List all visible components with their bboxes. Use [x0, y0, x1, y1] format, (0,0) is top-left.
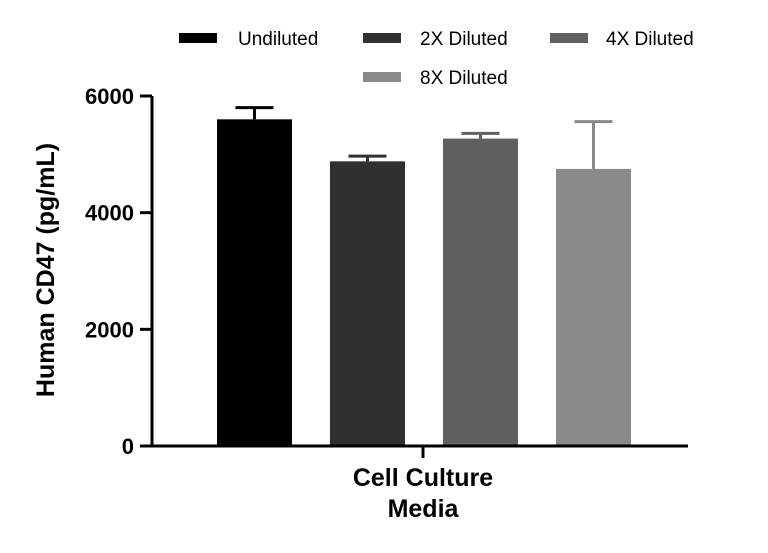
legend-label: 4X Diluted [606, 29, 694, 50]
x-axis-title-line-2: Media [388, 495, 460, 523]
bar [330, 161, 405, 447]
y-ticks: 0 2000 4000 6000 [85, 84, 152, 459]
bar [217, 119, 292, 446]
y-tick-label: 0 [122, 434, 134, 459]
bars [217, 106, 631, 447]
legend-swatch [363, 72, 401, 82]
legend-label: Undiluted [238, 29, 318, 50]
y-tick-label: 6000 [85, 84, 134, 109]
bar [556, 168, 631, 446]
legend-swatch [363, 33, 401, 43]
legend-swatch [550, 33, 588, 43]
y-tick-label: 4000 [85, 201, 134, 226]
x-axis-title-line-1: Cell Culture [353, 464, 493, 492]
legend-label: 8X Diluted [420, 68, 508, 89]
legend: Undiluted 2X Diluted 4X Diluted 8X Diluted [179, 29, 694, 89]
legend-label: 2X Diluted [420, 29, 508, 50]
legend-swatch [179, 33, 217, 43]
y-axis-title: Human CD47 (pg/mL) [32, 143, 60, 397]
bar [443, 138, 518, 447]
y-tick-label: 2000 [85, 317, 134, 342]
axes [150, 96, 688, 458]
